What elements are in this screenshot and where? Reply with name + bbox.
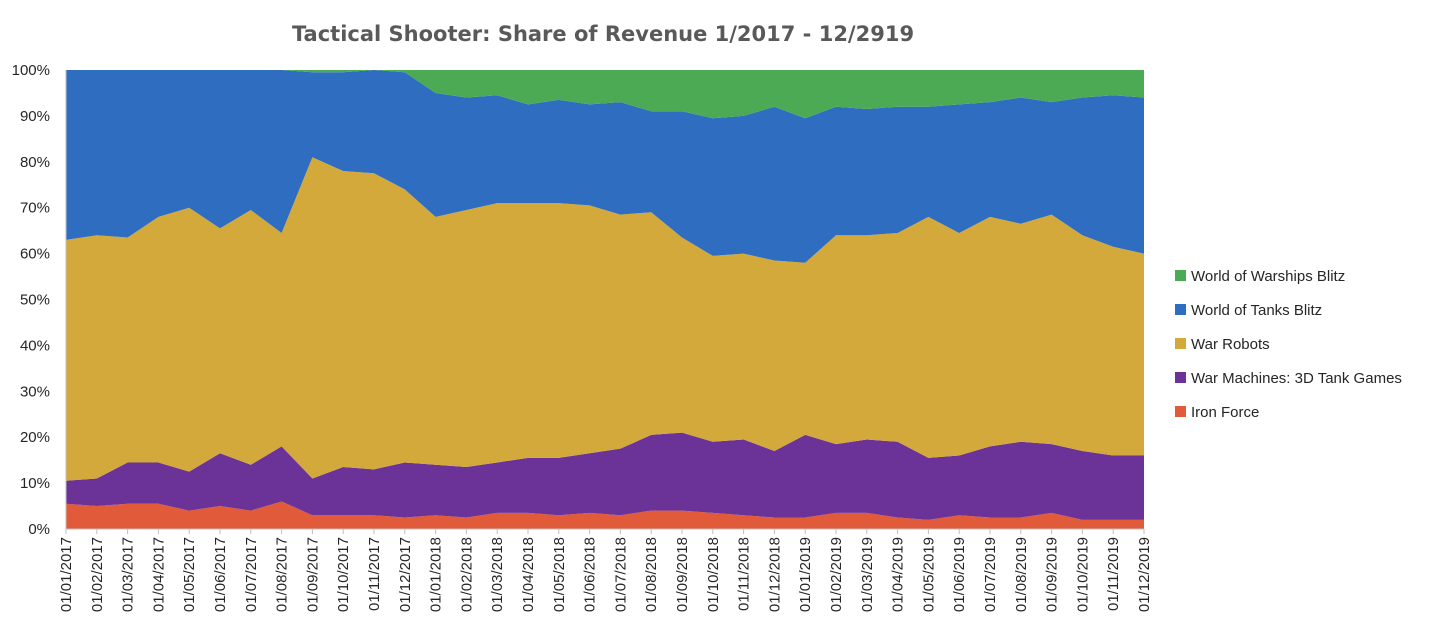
y-tick-label: 60% <box>20 246 50 263</box>
x-tick-label: 01/12/2018 <box>766 537 783 612</box>
x-tick-label: 01/02/2017 <box>89 537 106 612</box>
x-tick-label: 01/06/2019 <box>951 537 968 612</box>
x-tick-label: 01/06/2017 <box>212 537 229 612</box>
x-tick-label: 01/01/2018 <box>428 537 445 612</box>
area-war-machines-3d-tank-games <box>66 432 1144 520</box>
area-world-of-tanks-blitz <box>66 70 1144 263</box>
y-tick-label: 50% <box>20 292 50 309</box>
x-tick-label: 01/10/2017 <box>335 537 352 612</box>
y-tick-label: 0% <box>28 521 50 538</box>
legend-swatch <box>1175 372 1186 383</box>
x-tick-label: 01/06/2018 <box>582 537 599 612</box>
x-tick-label: 01/08/2017 <box>274 537 291 612</box>
x-tick-label: 01/05/2018 <box>551 537 568 612</box>
axes: 0% 10% 20% 30% 40% 50% 60% 70% 80% 90% 100% 01/01/2… <box>12 62 1153 612</box>
x-tick-label: 01/01/2017 <box>58 537 75 612</box>
x-tick-label: 01/07/2018 <box>612 537 629 612</box>
chart-title: Tactical Shooter: Share of Revenue 1/201… <box>292 22 914 46</box>
x-tick-label: 01/10/2018 <box>705 537 722 612</box>
legend-item-iron-force: Iron Force <box>1175 404 1259 421</box>
x-tick-label: 01/11/2019 <box>1105 537 1122 611</box>
x-tick-label: 01/11/2017 <box>366 537 383 611</box>
x-tick-label: 01/03/2017 <box>120 537 137 612</box>
x-tick-label: 01/05/2019 <box>920 537 937 612</box>
legend-label: World of Tanks Blitz <box>1191 302 1322 319</box>
area-iron-force <box>66 501 1144 529</box>
x-tick-label: 01/02/2018 <box>458 537 475 612</box>
legend-swatch <box>1175 304 1186 315</box>
x-tick-label: 01/05/2017 <box>181 537 198 612</box>
legend-item-war-machines-3d-tank-games: War Machines: 3D Tank Games <box>1175 370 1402 387</box>
area-world-of-warships-blitz <box>66 70 1144 119</box>
plot-area <box>66 70 1144 529</box>
legend-item-world-of-warships-blitz: World of Warships Blitz <box>1175 268 1345 285</box>
y-tick-label: 30% <box>20 383 50 400</box>
x-tick-label: 01/07/2019 <box>982 537 999 612</box>
x-tick-label: 01/04/2018 <box>520 537 537 612</box>
legend-item-war-robots: War Robots <box>1175 336 1270 353</box>
x-tick-label: 01/10/2019 <box>1074 537 1091 612</box>
x-tick-label: 01/09/2019 <box>1044 537 1061 612</box>
y-tick-label: 90% <box>20 108 50 125</box>
x-tick-label: 01/08/2018 <box>643 537 660 612</box>
x-tick-label: 01/04/2017 <box>150 537 167 612</box>
x-tick-label: 01/07/2017 <box>243 537 260 612</box>
legend-label: War Robots <box>1191 336 1270 353</box>
y-tick-label: 70% <box>20 200 50 217</box>
x-tick-label: 01/01/2019 <box>797 537 814 612</box>
y-tick-label: 100% <box>12 62 50 79</box>
x-tick-label: 01/04/2019 <box>890 537 907 612</box>
legend: World of Warships Blitz World of Tanks Bl… <box>1175 268 1402 421</box>
x-tick-label: 01/12/2019 <box>1136 537 1153 612</box>
x-tick-label: 01/09/2018 <box>674 537 691 612</box>
legend-swatch <box>1175 338 1186 349</box>
legend-swatch <box>1175 406 1186 417</box>
x-tick-label: 01/11/2018 <box>736 537 753 611</box>
area-war-robots <box>66 157 1144 481</box>
x-tick-label: 01/12/2017 <box>397 537 414 612</box>
x-tick-label: 01/02/2019 <box>828 537 845 612</box>
legend-label: War Machines: 3D Tank Games <box>1191 370 1402 387</box>
legend-swatch <box>1175 270 1186 281</box>
legend-label: World of Warships Blitz <box>1191 268 1345 285</box>
x-tick-label: 01/03/2019 <box>859 537 876 612</box>
y-tick-label: 80% <box>20 154 50 171</box>
y-tick-label: 40% <box>20 337 50 354</box>
x-tick-label: 01/03/2018 <box>489 537 506 612</box>
legend-label: Iron Force <box>1191 404 1259 421</box>
y-tick-label: 20% <box>20 429 50 446</box>
y-tick-label: 10% <box>20 475 50 492</box>
legend-item-world-of-tanks-blitz: World of Tanks Blitz <box>1175 302 1322 319</box>
x-tick-label: 01/08/2019 <box>1013 537 1030 612</box>
x-tick-label: 01/09/2017 <box>304 537 321 612</box>
